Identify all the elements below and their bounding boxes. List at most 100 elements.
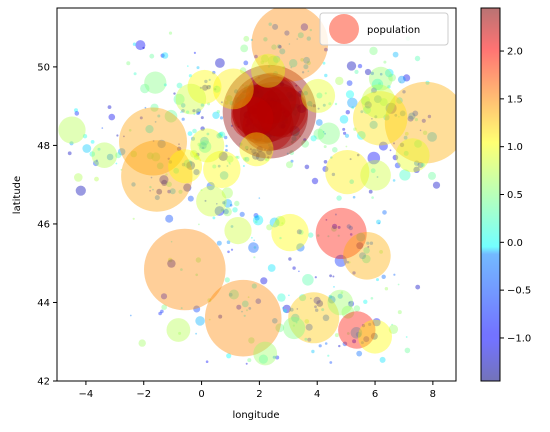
town-point xyxy=(269,217,280,228)
town-point xyxy=(336,195,342,201)
town-point xyxy=(383,60,387,64)
town-point xyxy=(201,146,205,150)
town-point xyxy=(428,171,436,180)
town-point xyxy=(212,70,216,75)
city-point xyxy=(358,319,392,354)
town-point xyxy=(363,255,366,257)
town-point xyxy=(267,105,271,109)
town-point xyxy=(270,104,273,108)
town-point xyxy=(297,104,306,113)
town-point xyxy=(200,103,205,107)
town-point xyxy=(292,266,296,270)
town-point xyxy=(269,134,273,138)
city-point xyxy=(338,311,376,349)
town-point xyxy=(378,141,388,151)
town-point xyxy=(181,109,185,113)
town-point xyxy=(427,114,432,119)
town-point xyxy=(243,111,251,119)
town-point xyxy=(399,81,402,83)
town-point xyxy=(292,109,298,115)
town-point xyxy=(422,130,428,135)
town-point xyxy=(322,166,329,172)
town-point xyxy=(82,144,92,153)
town-point xyxy=(296,308,299,310)
town-point xyxy=(306,36,311,41)
city-point xyxy=(232,74,301,143)
town-point xyxy=(145,125,154,134)
town-point xyxy=(378,82,382,86)
town-point xyxy=(132,42,137,46)
town-point xyxy=(180,103,186,108)
city-point xyxy=(384,81,456,164)
town-point xyxy=(207,298,212,303)
town-point xyxy=(372,318,381,327)
town-point xyxy=(383,114,390,121)
town-point xyxy=(181,117,185,121)
town-point xyxy=(252,123,256,127)
town-point xyxy=(262,126,270,134)
town-point xyxy=(253,256,256,259)
town-point xyxy=(241,126,250,135)
town-point xyxy=(206,85,211,90)
city-point xyxy=(361,84,396,119)
town-point xyxy=(253,89,264,99)
town-point xyxy=(268,105,272,109)
x-axis-ticks: −4 −2 0 2 4 6 8 xyxy=(79,381,436,400)
town-point xyxy=(222,207,232,217)
town-point xyxy=(206,132,210,136)
town-point xyxy=(281,115,288,122)
town-point xyxy=(303,138,307,142)
town-point xyxy=(419,129,422,132)
town-point xyxy=(248,242,259,253)
town-point xyxy=(403,150,409,156)
town-point xyxy=(313,296,321,304)
town-point xyxy=(269,98,275,103)
town-point xyxy=(82,134,88,139)
town-point xyxy=(248,337,255,344)
town-point xyxy=(225,149,228,152)
town-point xyxy=(252,108,259,115)
town-point xyxy=(216,110,220,114)
town-point xyxy=(272,318,278,324)
town-point xyxy=(160,53,165,58)
town-point xyxy=(218,131,226,139)
town-point xyxy=(255,298,262,305)
town-point xyxy=(349,233,353,236)
town-point xyxy=(164,109,178,123)
town-point xyxy=(267,143,271,147)
town-point xyxy=(93,160,99,167)
town-point xyxy=(265,96,277,109)
town-point xyxy=(352,195,356,199)
town-point xyxy=(275,107,278,110)
town-point xyxy=(354,69,359,74)
town-point xyxy=(263,133,268,138)
city-point xyxy=(204,279,282,357)
town-point xyxy=(397,310,402,315)
town-point xyxy=(289,130,292,133)
town-point xyxy=(273,55,281,63)
town-point xyxy=(206,182,215,191)
town-point xyxy=(378,222,380,224)
town-point xyxy=(250,38,254,42)
town-point xyxy=(193,169,200,176)
town-point xyxy=(327,235,330,238)
city-point xyxy=(121,140,193,212)
town-point xyxy=(346,80,353,86)
city-point xyxy=(301,78,336,113)
town-point xyxy=(304,164,310,170)
town-point xyxy=(256,97,264,105)
city-point xyxy=(119,107,187,176)
town-point xyxy=(362,254,371,264)
town-point xyxy=(399,142,405,148)
town-point xyxy=(183,183,192,192)
town-point xyxy=(363,299,368,304)
town-point xyxy=(101,127,104,129)
town-point xyxy=(379,98,388,107)
town-point xyxy=(324,342,328,345)
town-point xyxy=(263,131,271,138)
town-point xyxy=(397,75,406,84)
town-point xyxy=(412,110,419,117)
town-point xyxy=(226,353,232,359)
town-point xyxy=(230,225,234,228)
town-point xyxy=(348,261,351,264)
